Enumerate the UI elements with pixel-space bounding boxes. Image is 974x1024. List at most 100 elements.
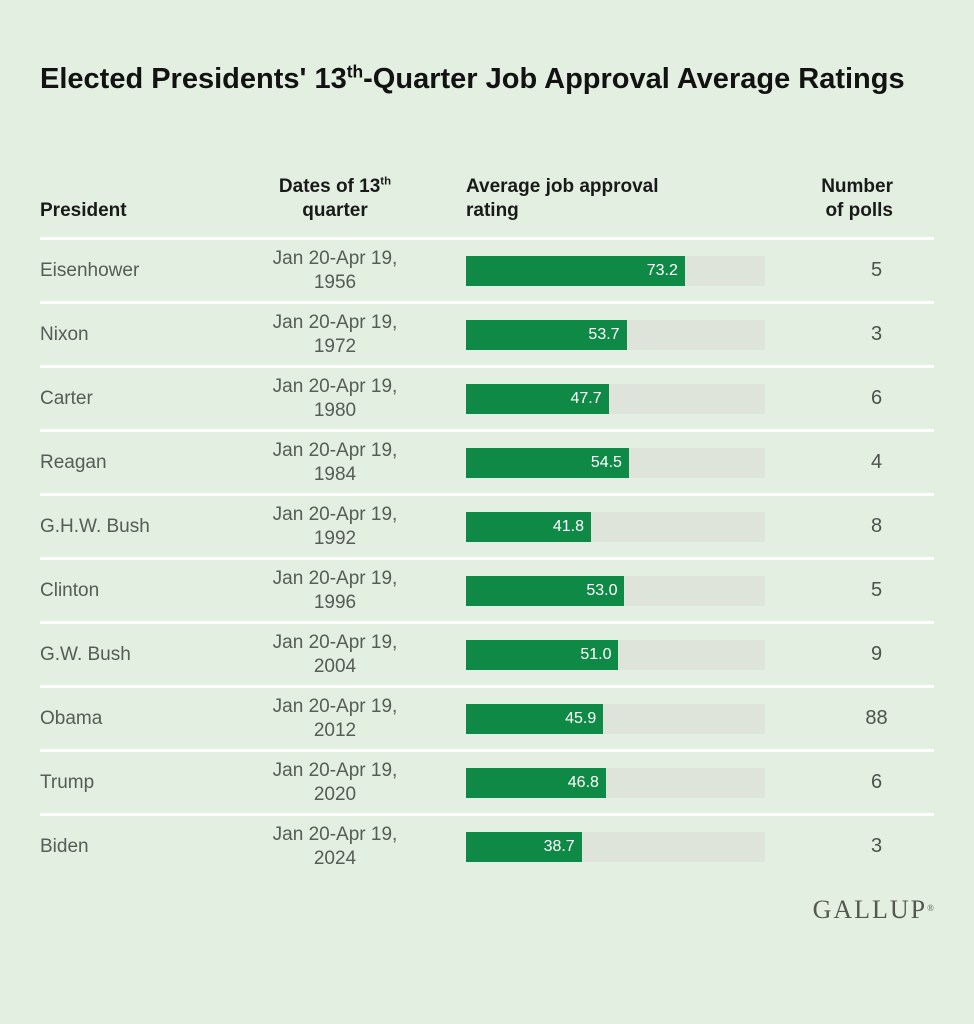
approval-value-label: 46.8 [567, 773, 599, 791]
quarter-dates-line1: Jan 20-Apr 19, [272, 311, 398, 333]
quarter-dates: Jan 20-Apr 19, 1972 [210, 311, 460, 359]
approval-value-label: 51.0 [580, 645, 612, 663]
poll-count: 3 [870, 323, 883, 345]
president-name: Biden [40, 835, 89, 857]
header-dates-line2: quarter [302, 200, 368, 221]
header-president: President [40, 200, 127, 221]
header-poll-count: Number of polls [765, 175, 934, 223]
quarter-dates-line1: Jan 20-Apr 19, [272, 759, 398, 781]
approval-value-label: 41.8 [552, 517, 584, 535]
bar-fill: 51.0 [466, 639, 619, 670]
poll-count: 5 [870, 579, 883, 601]
quarter-dates-line2: 2024 [313, 847, 357, 869]
approval-value-label: 54.5 [590, 453, 622, 471]
quarter-dates-line1: Jan 20-Apr 19, [272, 247, 398, 269]
table-row: G.W. Bush Jan 20-Apr 19, 2004 51.0 9 [40, 624, 934, 688]
president-name: G.H.W. Bush [40, 515, 150, 537]
president-name: Nixon [40, 323, 89, 345]
registered-trademark-icon: ® [927, 903, 934, 913]
table-row: Reagan Jan 20-Apr 19, 1984 54.5 4 [40, 432, 934, 496]
bar-track: 41.8 [466, 511, 765, 542]
quarter-dates-line1: Jan 20-Apr 19, [272, 375, 398, 397]
bar-track: 73.2 [466, 255, 765, 286]
quarter-dates: Jan 20-Apr 19, 1996 [210, 567, 460, 615]
gallup-logo: GALLUP® [813, 895, 934, 924]
approval-bar-cell: 53.0 [466, 575, 765, 606]
quarter-dates-line1: Jan 20-Apr 19, [272, 503, 398, 525]
poll-count: 4 [870, 451, 883, 473]
bar-fill: 46.8 [466, 767, 606, 798]
approval-value-label: 45.9 [565, 709, 597, 727]
table-row: Biden Jan 20-Apr 19, 2024 38.7 3 [40, 816, 934, 877]
quarter-dates-line1: Jan 20-Apr 19, [272, 695, 398, 717]
header-rating-line1: Average job approval [466, 176, 659, 197]
quarter-dates-line2: 1956 [313, 271, 357, 293]
approval-table: President Dates of 13th quarter Average … [40, 175, 934, 877]
approval-bar-cell: 51.0 [466, 639, 765, 670]
title-prefix: Elected Presidents' 13 [40, 63, 347, 95]
quarter-dates: Jan 20-Apr 19, 2012 [210, 695, 460, 743]
quarter-dates: Jan 20-Apr 19, 1984 [210, 439, 460, 487]
title-suffix: -Quarter Job Approval Average Ratings [363, 63, 905, 95]
poll-count: 6 [870, 387, 883, 409]
table-row: Carter Jan 20-Apr 19, 1980 47.7 6 [40, 368, 934, 432]
quarter-dates: Jan 20-Apr 19, 1980 [210, 375, 460, 423]
quarter-dates-line2: 1992 [313, 527, 357, 549]
header-rating-line2: rating [466, 200, 519, 221]
chart-title: Elected Presidents' 13th-Quarter Job App… [40, 55, 930, 103]
approval-value-label: 47.7 [570, 389, 602, 407]
quarter-dates-line2: 2004 [313, 655, 357, 677]
quarter-dates-line1: Jan 20-Apr 19, [272, 567, 398, 589]
president-name: Carter [40, 387, 93, 409]
quarter-dates-line1: Jan 20-Apr 19, [272, 823, 398, 845]
header-dates-prefix: Dates of 13 [278, 176, 381, 197]
quarter-dates-line2: 1972 [313, 335, 357, 357]
poll-count: 88 [865, 707, 888, 729]
table-row: Trump Jan 20-Apr 19, 2020 46.8 6 [40, 752, 934, 816]
approval-value-label: 53.0 [586, 581, 618, 599]
president-name: Trump [40, 771, 95, 793]
approval-bar-cell: 53.7 [466, 319, 765, 350]
quarter-dates-line2: 2020 [313, 783, 357, 805]
approval-bar-cell: 46.8 [466, 767, 765, 798]
header-dates-superscript: th [380, 175, 392, 188]
approval-value-label: 38.7 [543, 837, 575, 855]
approval-bar-cell: 73.2 [466, 255, 765, 286]
bar-fill: 53.0 [466, 575, 625, 606]
bar-track: 51.0 [466, 639, 765, 670]
table-body: Eisenhower Jan 20-Apr 19, 1956 73.2 5 Ni… [40, 240, 934, 877]
bar-fill: 53.7 [466, 319, 627, 350]
quarter-dates: Jan 20-Apr 19, 1956 [210, 247, 460, 295]
title-ordinal-superscript: th [346, 61, 364, 82]
table-row: G.H.W. Bush Jan 20-Apr 19, 1992 41.8 8 [40, 496, 934, 560]
table-row: Clinton Jan 20-Apr 19, 1996 53.0 5 [40, 560, 934, 624]
bar-fill: 41.8 [466, 511, 591, 542]
bar-track: 45.9 [466, 703, 765, 734]
president-name: G.W. Bush [40, 643, 131, 665]
table-row: Obama Jan 20-Apr 19, 2012 45.9 88 [40, 688, 934, 752]
poll-count: 5 [870, 259, 883, 281]
approval-bar-cell: 45.9 [466, 703, 765, 734]
poll-count: 3 [870, 835, 883, 857]
quarter-dates: Jan 20-Apr 19, 2020 [210, 759, 460, 807]
bar-fill: 54.5 [466, 447, 629, 478]
bar-fill: 45.9 [466, 703, 604, 734]
quarter-dates: Jan 20-Apr 19, 2024 [210, 823, 460, 871]
bar-track: 47.7 [466, 383, 765, 414]
bar-track: 53.7 [466, 319, 765, 350]
bar-fill: 38.7 [466, 831, 582, 862]
approval-bar-cell: 38.7 [466, 831, 765, 862]
bar-track: 53.0 [466, 575, 765, 606]
bar-track: 38.7 [466, 831, 765, 862]
quarter-dates-line2: 1984 [313, 463, 357, 485]
poll-count: 6 [870, 771, 883, 793]
header-quarter-dates: Dates of 13th quarter [210, 175, 460, 223]
gallup-logo-text: GALLUP [812, 895, 928, 924]
president-name: Reagan [40, 451, 107, 473]
footer: GALLUP® [40, 895, 934, 925]
header-polls-line1: Number [821, 176, 893, 197]
quarter-dates-line2: 1996 [313, 591, 357, 613]
bar-track: 46.8 [466, 767, 765, 798]
president-name: Eisenhower [40, 259, 140, 281]
